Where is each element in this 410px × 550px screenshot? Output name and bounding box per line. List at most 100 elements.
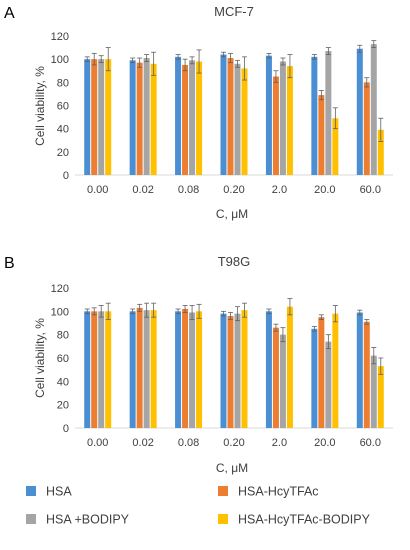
bar-a (143, 58, 150, 176)
bar-b (220, 313, 227, 428)
y-axis-label-b: Cell viability, % (33, 318, 47, 398)
bar-b (272, 327, 279, 428)
bar-b (189, 312, 196, 428)
bar-b (318, 317, 325, 428)
bar-b (136, 307, 143, 428)
bar-a (91, 59, 98, 175)
bar-a (363, 82, 370, 175)
bar-b (98, 311, 105, 428)
y-tick-label-a: 120 (51, 31, 69, 43)
bar-b (363, 321, 370, 428)
bar-b (227, 316, 234, 428)
legend-swatch-hsa (26, 486, 36, 496)
bar-b (356, 312, 363, 428)
x-tick-label-a: 0.02 (132, 184, 153, 196)
y-tick-label-a: 80 (57, 77, 69, 89)
bar-a (370, 44, 377, 175)
y-tick-label-a: 100 (51, 54, 69, 66)
y-tick-label-b: 80 (57, 330, 69, 342)
bar-a (279, 61, 286, 175)
y-tick-label-a: 40 (57, 124, 69, 136)
bar-b (286, 306, 293, 428)
x-tick-label-a: 0.00 (87, 184, 108, 196)
x-axis-label-a: C, μM (216, 207, 248, 221)
legend: HSA HSA-HcyTFAc HSA +BODIPY HSA-HcyTFAc-… (26, 485, 371, 527)
bar-b (377, 366, 384, 428)
y-axis-label-a: Cell viability, % (33, 66, 47, 146)
panel-letter-b: B (4, 255, 15, 272)
bar-a (129, 60, 136, 176)
y-tick-label-b: 60 (57, 353, 69, 365)
bar-a (241, 68, 248, 175)
bar-a (286, 66, 293, 175)
x-tick-label-b: 0.00 (87, 437, 108, 449)
bar-b (129, 311, 136, 428)
bar-a (325, 51, 332, 175)
bar-a (356, 48, 363, 175)
bar-b (91, 311, 98, 428)
x-axis-label-b: C, μM (216, 461, 248, 475)
bar-a (182, 64, 189, 175)
y-tick-label-b: 20 (57, 400, 69, 412)
y-tick-label-a: 60 (57, 101, 69, 113)
x-tick-label-b: 20.0 (314, 437, 335, 449)
x-tick-label-a: 20.0 (314, 184, 335, 196)
legend-label-hsa: HSA (46, 485, 72, 499)
bar-b (182, 309, 189, 428)
bar-b (175, 311, 182, 428)
bar-a (227, 58, 234, 176)
bar-a (318, 95, 325, 175)
bar-a (196, 61, 203, 175)
x-tick-label-a: 0.20 (223, 184, 244, 196)
bar-a (234, 63, 241, 175)
bar-a (136, 62, 143, 176)
bar-a (220, 54, 227, 175)
legend-swatch-hsa-hcytfac (218, 486, 228, 496)
bar-b (311, 328, 318, 428)
plot-area-b: 0 20 40 60 80 100 120 0.00 0.02 0.08 0.20 2.0 20.0 60… (51, 283, 393, 449)
y-tick-label-b: 100 (51, 306, 69, 318)
legend-label-hsa-hcytfac-bodipy: HSA-HcyTFAc-BODIPY (238, 513, 371, 527)
x-tick-label-a: 2.0 (272, 184, 287, 196)
bar-a (265, 55, 272, 175)
legend-swatch-hsa-hcytfac-bodipy (218, 514, 228, 524)
legend-label-hsa-hcytfac: HSA-HcyTFAc (238, 485, 319, 499)
legend-swatch-hsa-bodipy (26, 514, 36, 524)
x-tick-label-a: 0.08 (178, 184, 199, 196)
bar-b (234, 313, 241, 428)
panel-letter-a: A (4, 5, 15, 22)
bar-b (150, 310, 157, 428)
bar-b (105, 311, 112, 428)
bar-a (377, 129, 384, 175)
x-tick-label-b: 0.08 (178, 437, 199, 449)
bar-b (84, 311, 91, 428)
y-tick-label-b: 120 (51, 283, 69, 295)
x-tick-label-b: 60.0 (360, 437, 381, 449)
chart-title-b: T98G (218, 254, 251, 269)
bar-a (311, 56, 318, 175)
legend-label-hsa-bodipy: HSA +BODIPY (46, 513, 130, 527)
bar-b (279, 334, 286, 428)
y-tick-label-a: 20 (57, 147, 69, 159)
y-tick-label-b: 0 (63, 423, 69, 435)
bar-a (189, 60, 196, 176)
bar-b (325, 341, 332, 428)
bar-b (241, 310, 248, 428)
bar-a (84, 59, 91, 175)
bar-b (370, 355, 377, 428)
chart-title-a: MCF-7 (214, 4, 254, 19)
x-tick-label-b: 0.02 (132, 437, 153, 449)
bar-a (332, 118, 339, 175)
x-tick-label-a: 60.0 (360, 184, 381, 196)
bar-b (332, 313, 339, 428)
bar-b (143, 310, 150, 428)
bar-a (272, 76, 279, 175)
bar-a (98, 59, 105, 175)
y-tick-label-a: 0 (63, 170, 69, 182)
x-tick-label-b: 2.0 (272, 437, 287, 449)
bar-a (175, 56, 182, 175)
y-tick-label-b: 40 (57, 376, 69, 388)
bar-a (105, 59, 112, 175)
bar-b (196, 311, 203, 428)
